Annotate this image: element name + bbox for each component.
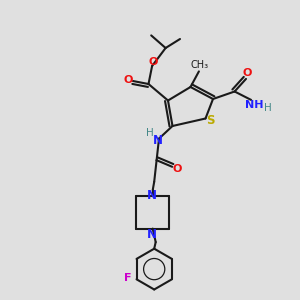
Text: O: O — [243, 68, 252, 79]
Text: N: N — [152, 134, 163, 147]
Text: H: H — [146, 128, 154, 138]
Text: CH₃: CH₃ — [191, 60, 209, 70]
Text: O: O — [148, 57, 158, 67]
Text: F: F — [124, 273, 131, 283]
Text: O: O — [123, 75, 133, 85]
Text: N: N — [147, 189, 157, 202]
Text: S: S — [206, 114, 215, 128]
Text: H: H — [264, 103, 272, 113]
Text: N: N — [147, 227, 157, 241]
Text: O: O — [173, 164, 182, 174]
Text: NH: NH — [245, 100, 263, 110]
